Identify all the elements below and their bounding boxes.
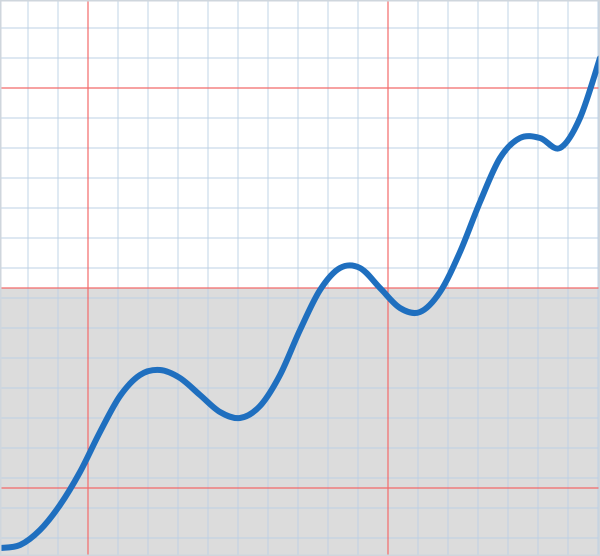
oscillating-trend-chart	[0, 0, 600, 556]
chart-canvas	[0, 0, 600, 556]
